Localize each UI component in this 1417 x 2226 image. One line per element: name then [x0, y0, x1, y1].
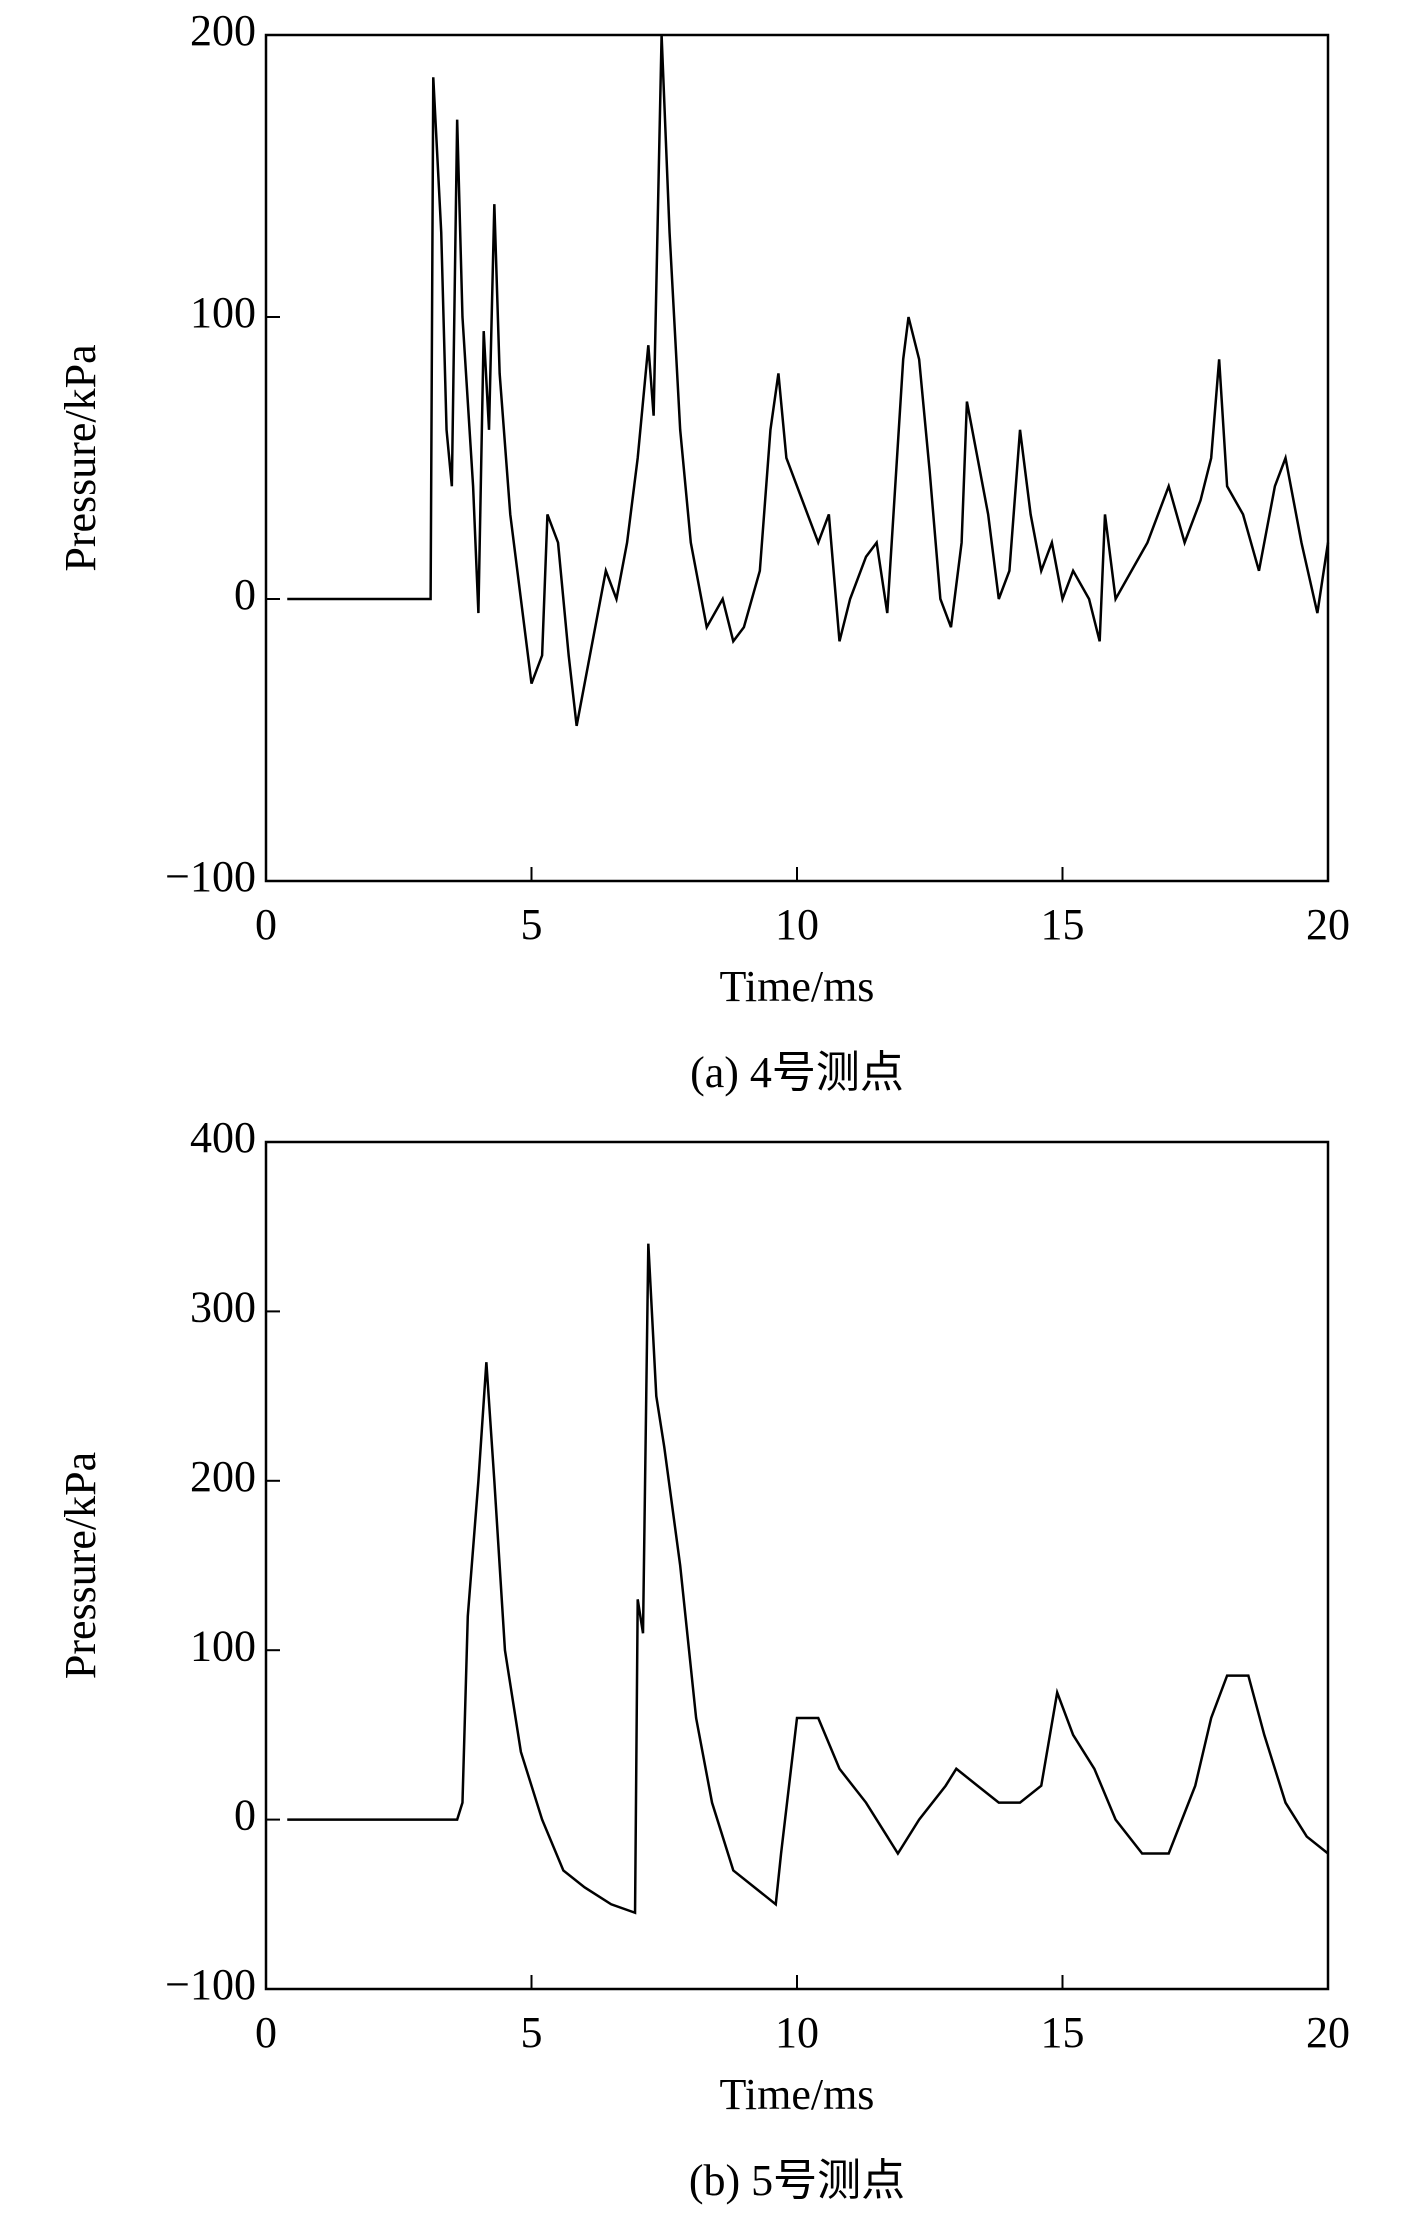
x-tick-label: 20 — [1306, 900, 1350, 949]
y-tick-label: 200 — [190, 6, 256, 55]
y-tick-label: 100 — [190, 1621, 256, 1670]
x-tick-label: 0 — [255, 900, 277, 949]
x-tick-label: 0 — [255, 2008, 277, 2057]
y-tick-label: 300 — [190, 1282, 256, 1331]
x-tick-label: 5 — [521, 900, 543, 949]
y-axis-label: Pressure/kPa — [56, 344, 105, 571]
x-tick-label: 20 — [1306, 2008, 1350, 2057]
x-tick-label: 10 — [775, 2008, 819, 2057]
y-tick-label: 0 — [234, 1791, 256, 1840]
y-tick-label: 400 — [190, 1113, 256, 1162]
x-tick-label: 5 — [521, 2008, 543, 2057]
line-series — [287, 34, 1330, 727]
x-tick-label: 15 — [1041, 900, 1085, 949]
y-tick-label: 0 — [234, 570, 256, 619]
plot-frame — [264, 33, 1330, 883]
caption: (b) 5号测点 — [689, 2156, 905, 2205]
y-tick-label: −100 — [165, 852, 256, 901]
x-tick-label: 10 — [775, 900, 819, 949]
y-tick-label: 200 — [190, 1452, 256, 1501]
x-axis-label: Time/ms — [720, 2070, 875, 2119]
y-axis-label: Pressure/kPa — [56, 1452, 105, 1679]
x-tick-label: 15 — [1041, 2008, 1085, 2057]
x-axis-label: Time/ms — [720, 962, 875, 1011]
y-tick-label: 100 — [190, 288, 256, 337]
caption: (a) 4号测点 — [690, 1048, 904, 1097]
plot-frame — [264, 1140, 1330, 1991]
y-tick-label: −100 — [165, 1960, 256, 2009]
line-series — [287, 1243, 1329, 1915]
